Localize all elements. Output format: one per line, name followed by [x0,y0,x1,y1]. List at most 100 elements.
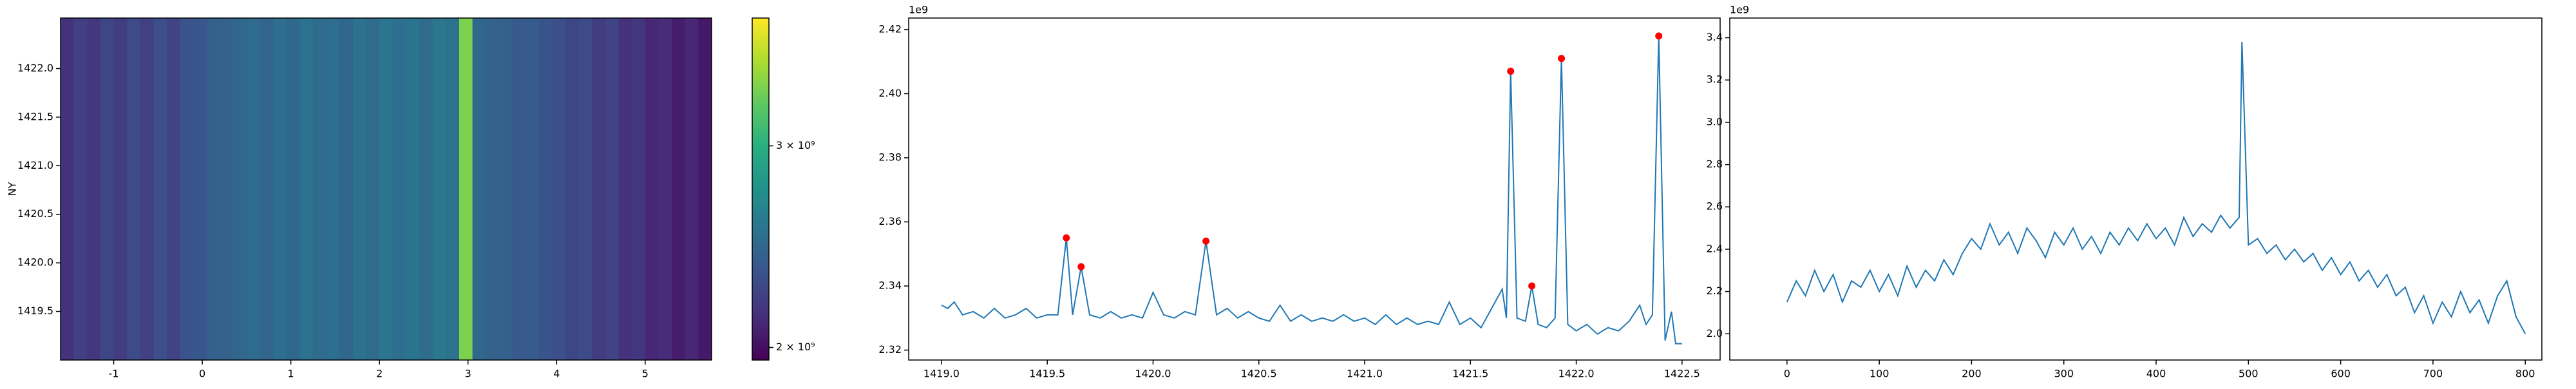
colorbar-segment [752,317,769,321]
colorbar-segment [752,328,769,332]
colorbar-segment [752,89,769,93]
colorbar-segment [752,83,769,87]
heatmap-cell [526,18,540,360]
colorbar-segment [752,120,769,124]
heatmap-cell [618,18,632,360]
heatmap-cell [113,18,128,360]
colorbar-segment [752,35,769,39]
colorbar-segment [752,277,769,281]
colorbar-segment [752,209,769,213]
heatmap-cell [486,18,500,360]
colorbar-segment [752,100,769,104]
x-tick-label: 800 [2515,368,2535,380]
x-tick-label: 4 [553,368,560,380]
heatmap-cell [605,18,620,360]
heatmap-cell [87,18,101,360]
colorbar-segment [752,63,769,67]
colorbar-segment [752,260,769,264]
heatmap-cell [632,18,646,360]
heatmap-cell [246,18,260,360]
x-tick-label: -1 [109,368,119,380]
heatmap-cell [73,18,88,360]
colorbar-segment [752,169,769,173]
colorbar-segment [752,18,769,22]
colorbar-segment [752,289,769,292]
colorbar-segment [752,194,769,198]
colorbar-segment [752,86,769,90]
colorbar-segment [752,143,769,147]
colorbar-segment [752,189,769,193]
y-tick-label: 2.34 [878,280,902,292]
y-tick-label: 2.32 [878,343,902,356]
data-line [1786,42,2526,334]
colorbar-segment [752,308,769,312]
y-tick-label: 2.6 [1707,200,1723,213]
colorbar-segment [752,37,769,41]
y-tick-label: 2.2 [1707,285,1723,297]
colorbar-segment [752,354,769,358]
colorbar-segment [752,117,769,121]
colorbar-segment [752,163,769,167]
colorbar-segment [752,66,769,70]
colorbar-segment [752,237,769,241]
heatmap-cell [592,18,606,360]
heatmap-cell [127,18,141,360]
x-tick-label: 700 [2423,368,2443,380]
colorbar-segment [752,135,769,138]
colorbar-segment [752,149,769,153]
colorbar-segment [752,155,769,158]
y-tick-label: 1420.5 [17,207,53,220]
colorbar-segment [752,57,769,61]
heatmap-cell [459,18,473,360]
heatmap-cell [672,18,686,360]
colorbar-segment [752,240,769,244]
colorbar-segment [752,123,769,127]
heatmap-cell [552,18,566,360]
colorbar-segment [752,137,769,141]
colorbar-segment [752,103,769,107]
heatmap-cell [220,18,234,360]
x-tick-label: 500 [2239,368,2259,380]
heatmap-cell [578,18,592,360]
colorbar-segment [752,109,769,113]
heatmap-cell [167,18,181,360]
x-tick-label: 1420.0 [1135,368,1171,380]
colorbar-segment [752,177,769,181]
colorbar-segment [752,348,769,352]
heatmap-cell [286,18,300,360]
colorbar-segment [752,283,769,287]
y-tick-label: 2.4 [1707,242,1723,254]
heatmap-cell [472,18,486,360]
colorbar-segment [752,257,769,261]
y-tick-label: 3.0 [1707,115,1723,128]
y-tick-label: 1419.5 [17,305,53,317]
heatmap-cell [565,18,580,360]
colorbar-segment [752,46,769,50]
colorbar-segment [752,160,769,164]
colorbar-segment [752,75,769,79]
heatmap-cell [299,18,314,360]
colorbar-segment [752,229,769,232]
peak-marker [1528,282,1536,290]
colorbar-segment [752,115,769,119]
colorbar-segment [752,323,769,327]
peak-marker [1507,68,1515,75]
colorbar-segment [752,334,769,338]
y-tick-label: 2.8 [1707,158,1723,170]
heatmap-cell [538,18,553,360]
heatmap-cell [446,18,460,360]
x-tick-label: 3 [465,368,471,380]
heatmap-cell [498,18,513,360]
colorbar-tick-label: 3 × 10⁹ [776,139,815,151]
heatmap-cell [326,18,340,360]
colorbar-segment [752,49,769,53]
peak-marker [1558,55,1566,62]
colorbar-frame [752,17,770,361]
colorbar-segment [752,294,769,298]
heatmap-cell [233,18,247,360]
heatmap-cell [140,18,154,360]
colorbar-segment [752,180,769,184]
colorbar-segment [752,223,769,227]
x-tick-label: 1421.5 [1452,368,1488,380]
